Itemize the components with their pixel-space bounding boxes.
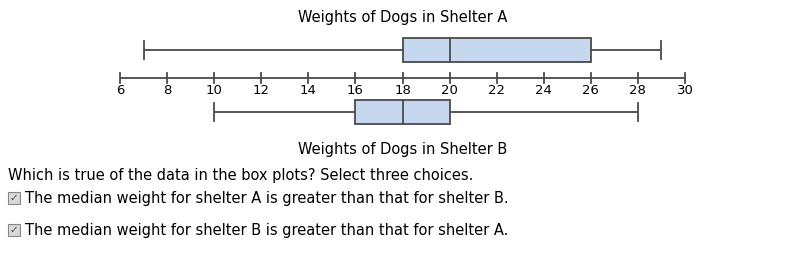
Text: 22: 22	[488, 84, 505, 97]
Text: 28: 28	[630, 84, 646, 97]
Text: 6: 6	[116, 84, 124, 97]
Text: 16: 16	[347, 84, 364, 97]
Text: 10: 10	[206, 84, 222, 97]
Text: The median weight for shelter A is greater than that for shelter B.: The median weight for shelter A is great…	[25, 190, 509, 206]
Bar	[8, 224, 20, 236]
Text: 24: 24	[535, 84, 552, 97]
Bar	[355, 100, 450, 124]
Text: 18: 18	[394, 84, 411, 97]
Bar	[402, 38, 591, 62]
Text: 8: 8	[163, 84, 171, 97]
Text: Weights of Dogs in Shelter A: Weights of Dogs in Shelter A	[298, 10, 507, 25]
Text: 14: 14	[300, 84, 317, 97]
Text: ✓: ✓	[10, 193, 18, 203]
Text: 20: 20	[441, 84, 458, 97]
Text: 12: 12	[253, 84, 270, 97]
Text: 26: 26	[582, 84, 599, 97]
Text: Weights of Dogs in Shelter B: Weights of Dogs in Shelter B	[298, 142, 507, 157]
Text: The median weight for shelter B is greater than that for shelter A.: The median weight for shelter B is great…	[25, 222, 508, 238]
Text: Which is true of the data in the box plots? Select three choices.: Which is true of the data in the box plo…	[8, 168, 474, 183]
Text: 30: 30	[677, 84, 694, 97]
Bar	[8, 192, 20, 204]
Text: ✓: ✓	[10, 225, 18, 235]
